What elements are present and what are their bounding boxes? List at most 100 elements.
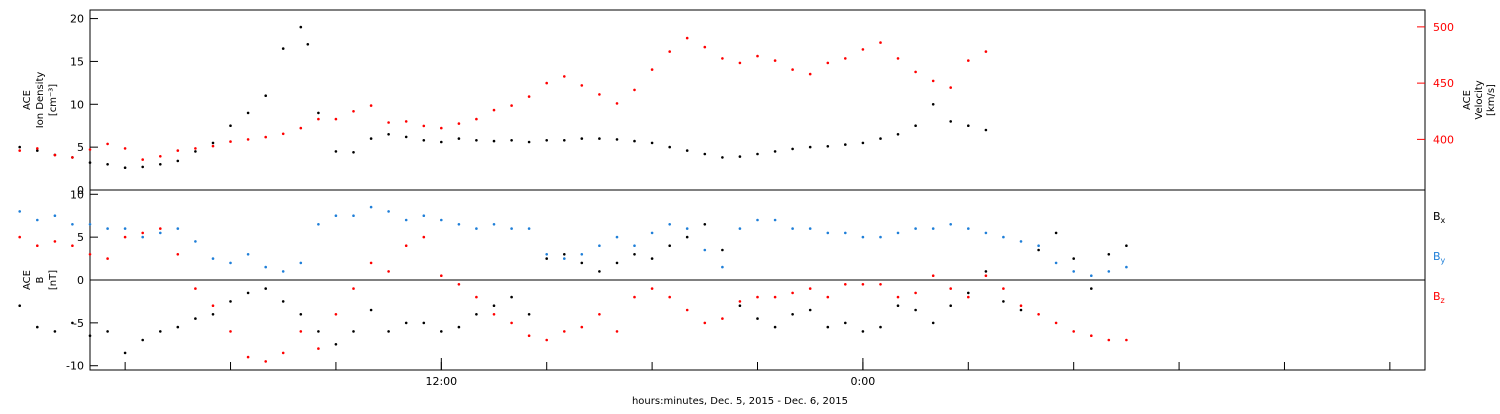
bottom-series-By-point-12 xyxy=(229,261,232,265)
bottom-series-Bx-point-24 xyxy=(440,330,443,333)
bottom-series-By-point-37 xyxy=(668,223,671,226)
top-series-0-point-31 xyxy=(545,139,548,142)
bottom-series-By-point-3 xyxy=(71,223,74,226)
bottom-series-Bx-point-4 xyxy=(88,334,92,338)
bottom-ylabel-line1: ACE xyxy=(22,270,33,290)
top-series-1-point-51 xyxy=(914,70,917,74)
top-series-0-point-48 xyxy=(844,143,847,146)
bottom-series-Bz-point-30 xyxy=(545,338,548,342)
top-y2label-line2: Velocity xyxy=(1474,80,1485,119)
bottom-series-By-point-57 xyxy=(1019,240,1023,243)
top-ytick-label-4: 20 xyxy=(70,13,84,26)
top-series-0-point-42 xyxy=(738,155,742,158)
bottom-series-Bz-point-27 xyxy=(492,313,496,316)
bottom-series-Bz-point-45 xyxy=(808,287,812,290)
top-series-0-point-38 xyxy=(668,145,671,149)
bottom-series-By-point-27 xyxy=(492,223,496,226)
axes-ticks-layer: 0 5 10 15 20 400 450 500 -10 -5 0 5 10 12:00 0:00 xyxy=(66,13,1454,388)
bottom-series-Bz-point-32 xyxy=(580,325,584,329)
top-series-0-point-44 xyxy=(773,150,777,153)
bottom-series-Bx-point-9 xyxy=(176,325,180,329)
top-series-1-point-25 xyxy=(457,122,461,125)
top-series-1-point-10 xyxy=(194,147,197,150)
top-series-0-point-4 xyxy=(88,161,92,164)
top-series-1-point-8 xyxy=(159,155,162,158)
bottom-series-Bz-point-54 xyxy=(967,295,970,299)
bottom-series-Bz-point-8 xyxy=(159,227,162,230)
bottom-series-Bz-point-17 xyxy=(317,347,320,350)
top-series-1-point-52 xyxy=(931,79,935,83)
bottom-series-Bz-point-26 xyxy=(475,295,478,299)
bottom-series-By-point-52 xyxy=(931,227,935,230)
bottom-series-Bz-point-29 xyxy=(527,334,531,338)
bottom-series-Bx-point-59 xyxy=(1054,231,1058,235)
top-series-1-point-5 xyxy=(106,142,109,146)
top-series-0-point-10 xyxy=(194,150,197,153)
top-series-0-point-12 xyxy=(229,124,232,127)
top-series-0-point-23 xyxy=(404,135,408,139)
bottom-series-By-point-13 xyxy=(246,253,250,256)
top-series-1-point-9 xyxy=(176,149,180,152)
bottom-series-Bx-point-51 xyxy=(914,308,917,312)
bottom-series-By-point-38 xyxy=(685,227,689,230)
bottom-series-Bx-point-53 xyxy=(949,304,952,308)
bottom-series-By-point-40 xyxy=(721,265,724,269)
top-series-1-point-38 xyxy=(685,36,689,40)
bottom-series-By-point-20 xyxy=(369,205,373,209)
bottom-series-Bx-point-29 xyxy=(527,313,531,316)
bottom-series-Bz-point-55 xyxy=(984,274,988,278)
bottom-series-By-point-30 xyxy=(545,253,548,256)
bottom-series-Bx-point-2 xyxy=(53,330,57,333)
bottom-series-By-point-59 xyxy=(1054,261,1058,265)
top-series-0-point-50 xyxy=(879,137,882,140)
top-series-0-point-47 xyxy=(826,145,830,148)
bottom-series-By-point-28 xyxy=(510,227,513,230)
top-series-1-point-18 xyxy=(334,117,338,121)
bottom-series-By-point-17 xyxy=(317,223,320,226)
bottom-series-By-point-35 xyxy=(633,244,636,247)
bottom-series-Bx-point-43 xyxy=(773,325,777,329)
top-series-0-point-28 xyxy=(492,139,496,143)
top-series-0-point-9 xyxy=(176,159,180,163)
bottom-series-Bx-point-25 xyxy=(457,325,461,329)
top-series-1-point-28 xyxy=(510,104,513,107)
top-series-1-point-15 xyxy=(281,132,285,136)
top-series-0-point-6 xyxy=(123,166,127,169)
bottom-series-Bx-point-0 xyxy=(18,304,22,308)
top-series-0-point-1 xyxy=(36,149,39,152)
bottom-series-Bz-point-38 xyxy=(685,308,689,312)
top-panel-frame xyxy=(89,9,1426,191)
bottom-series-Bx-point-57 xyxy=(1019,308,1023,312)
data-points-layer xyxy=(18,25,1128,363)
top-y2tick-label-0: 400 xyxy=(1433,133,1454,146)
top-series-0-point-0 xyxy=(18,145,22,149)
top-series-1-point-53 xyxy=(949,86,952,89)
bottom-series-Bz-point-20 xyxy=(369,261,373,265)
bottom-series-Bx-point-8 xyxy=(159,330,162,333)
top-series-1-point-2 xyxy=(53,153,57,157)
top-series-0-point-55 xyxy=(967,124,970,127)
top-series-0-point-24 xyxy=(422,139,426,142)
bottom-series-By-point-62 xyxy=(1107,270,1111,273)
bottom-series-Bz-point-22 xyxy=(404,244,408,247)
top-series-1-point-16 xyxy=(299,126,303,130)
bottom-series-Bx-point-39 xyxy=(703,223,707,226)
bottom-series-Bx-point-14 xyxy=(264,287,268,290)
bottom-series-Bx-point-27 xyxy=(492,304,496,308)
top-series-1-point-21 xyxy=(387,121,390,124)
top-series-1-point-36 xyxy=(650,68,654,71)
bottom-series-By-point-25 xyxy=(457,223,461,226)
top-series-1-point-42 xyxy=(756,54,759,58)
bottom-series-By-point-8 xyxy=(159,231,162,235)
top-series-1-point-55 xyxy=(984,50,988,53)
bottom-series-Bx-point-21 xyxy=(387,330,390,333)
bottom-series-Bx-point-41 xyxy=(738,304,742,308)
top-series-1-point-4 xyxy=(88,148,92,151)
bottom-series-Bz-point-23 xyxy=(422,235,426,239)
bottom-series-By-point-58 xyxy=(1037,244,1040,247)
top-series-0-point-54 xyxy=(949,120,952,123)
top-series-0-point-17 xyxy=(306,43,310,46)
top-series-0-point-46 xyxy=(808,145,812,149)
top-series-0-point-39 xyxy=(685,149,689,152)
